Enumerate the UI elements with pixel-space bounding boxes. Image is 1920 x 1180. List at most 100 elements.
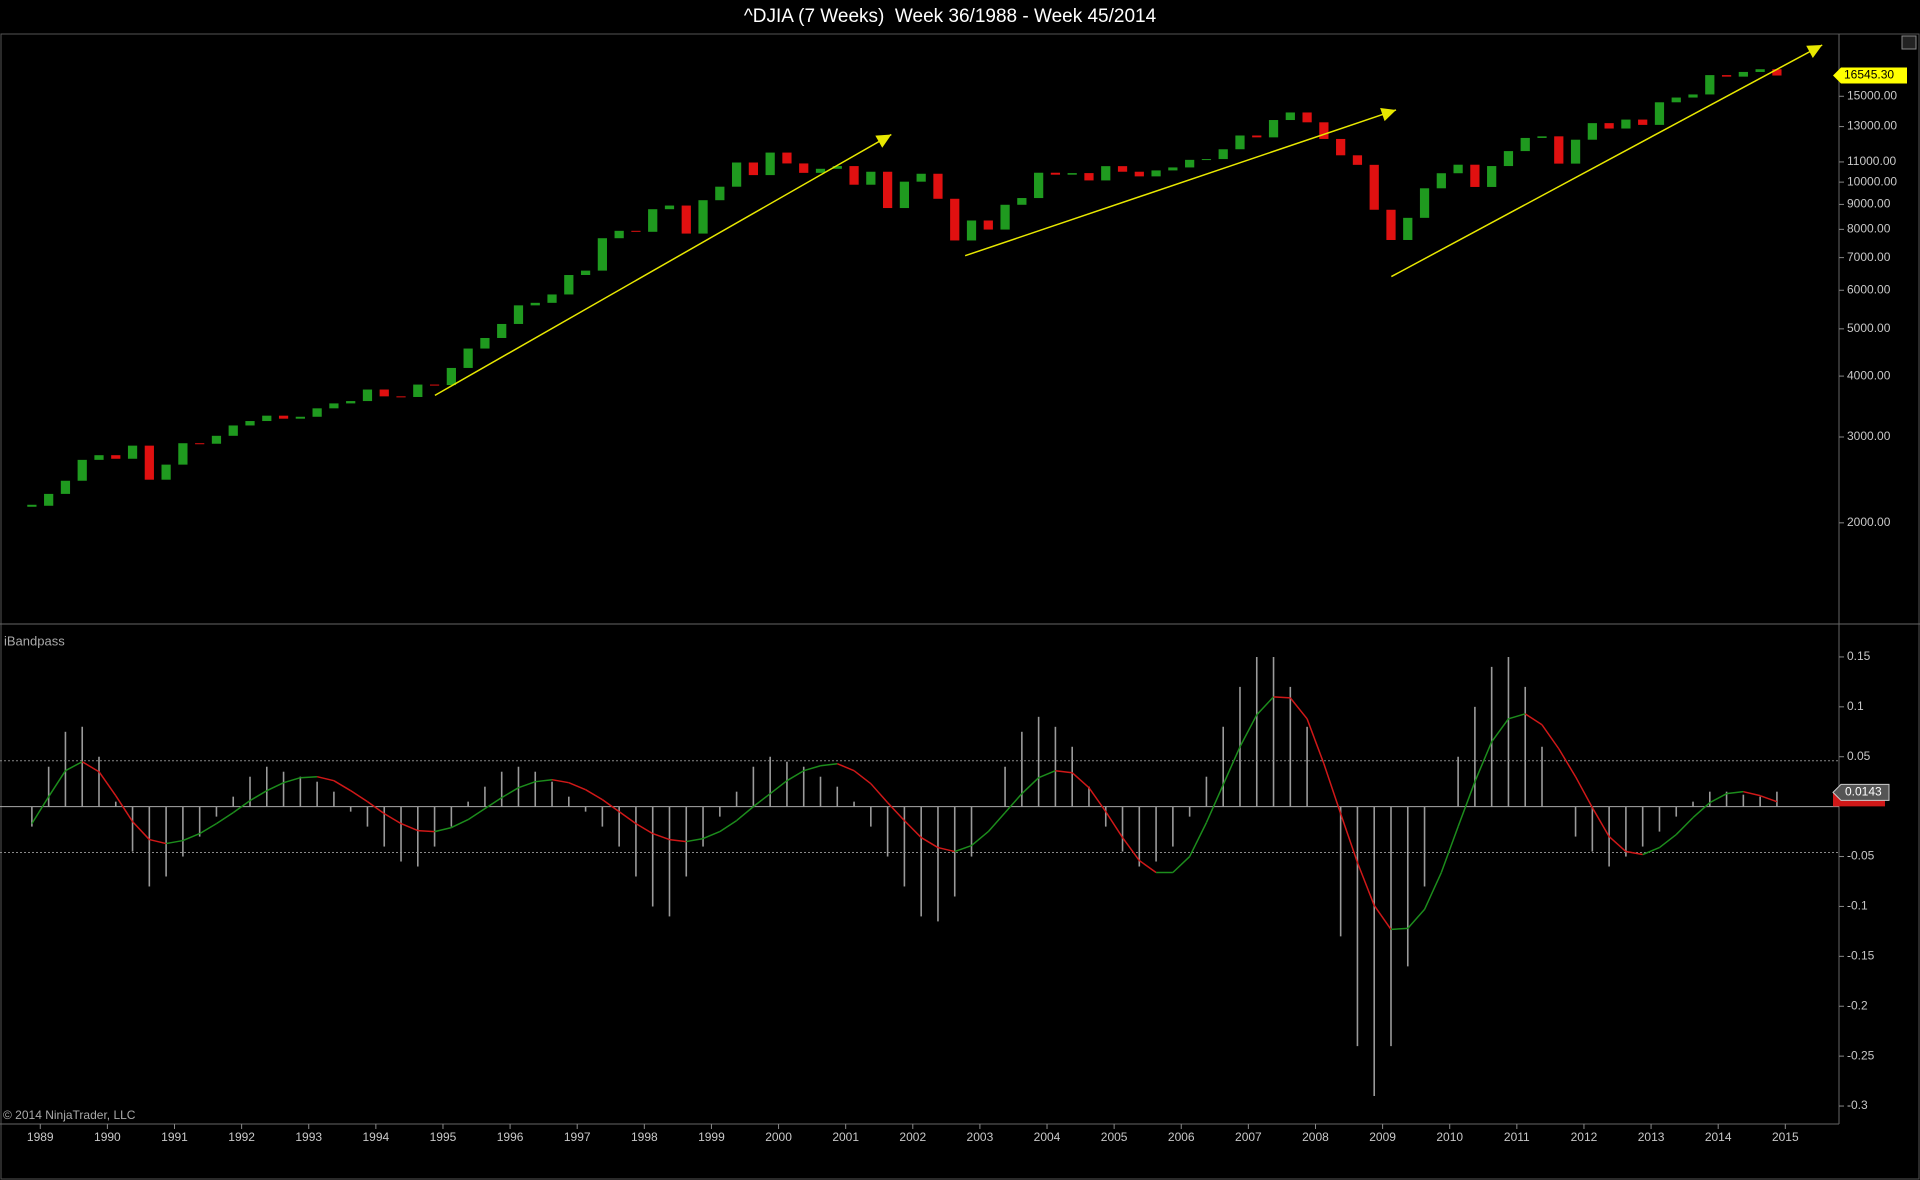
candle (799, 163, 809, 173)
bandpass-line (618, 811, 637, 825)
bandpass-line (266, 782, 284, 792)
candle (144, 445, 154, 480)
bandpass-line (1491, 718, 1510, 743)
bandpass-line (132, 821, 150, 841)
bandpass-line (769, 780, 788, 795)
candle (1470, 164, 1480, 187)
x-tick-label: 1996 (497, 1130, 524, 1144)
y-tick-label: 10000.00 (1847, 174, 1897, 188)
bandpass-line (652, 832, 670, 841)
bandpass-line (1273, 696, 1291, 699)
x-tick-label: 1995 (430, 1130, 457, 1144)
y-tick-label: 13000.00 (1847, 119, 1897, 133)
candle (1369, 164, 1379, 210)
candle (580, 270, 591, 276)
y-tick-label: 9000.00 (1847, 197, 1891, 211)
candle (513, 305, 524, 324)
x-tick-label: 1998 (631, 1130, 658, 1144)
bandpass-line (1339, 813, 1359, 863)
candle (1503, 151, 1514, 167)
x-tick-label: 2012 (1571, 1130, 1598, 1144)
bandpass-line (752, 793, 771, 808)
trend-arrow (1380, 107, 1397, 122)
bandpass-line (954, 844, 972, 853)
candle (815, 168, 826, 173)
bandpass-line (1306, 718, 1325, 764)
y-tick-label: 2000.00 (1847, 515, 1891, 529)
y-tick-label: 5000.00 (1847, 321, 1891, 335)
candle (1151, 170, 1161, 177)
x-tick-label: 2002 (899, 1130, 926, 1144)
candle (1084, 173, 1094, 181)
candle (195, 443, 205, 445)
bandpass-line (1138, 859, 1157, 874)
y-tick-label: 8000.00 (1847, 222, 1891, 236)
panel-button[interactable] (1901, 35, 1917, 50)
candle (648, 209, 658, 232)
candle (1487, 166, 1497, 187)
bandpass-line (1004, 793, 1023, 814)
y-tick-label: 3000.00 (1847, 429, 1891, 443)
candle (413, 384, 423, 397)
candle (480, 337, 490, 349)
bandpass-line (115, 795, 134, 823)
candle (44, 493, 54, 506)
bandpass-line (1055, 769, 1073, 774)
bandpass-line (1205, 784, 1224, 823)
candle (1352, 155, 1363, 165)
bandpass-line (1625, 850, 1643, 856)
bandpass-line (1692, 802, 1711, 819)
x-tick-label: 2005 (1101, 1130, 1128, 1144)
bandpass-line (1591, 807, 1610, 837)
x-tick-label: 2003 (967, 1130, 994, 1144)
frame (0, 33, 1920, 1180)
candle (446, 367, 456, 386)
candle (1604, 123, 1614, 129)
candle (664, 205, 675, 210)
candle (1671, 97, 1681, 103)
bandpass-line (1608, 836, 1627, 853)
bandpass-line (535, 778, 553, 783)
candle (614, 230, 624, 239)
bandpass-line (736, 806, 754, 822)
candle (1688, 94, 1698, 98)
bandpass-line (920, 836, 939, 849)
candle (362, 389, 373, 402)
x-tick-label: 1992 (228, 1130, 255, 1144)
candle (1252, 135, 1262, 138)
candle (1319, 122, 1329, 139)
candle (899, 181, 910, 209)
candle (933, 173, 943, 199)
candle (228, 425, 238, 436)
candle (1268, 120, 1279, 138)
bandpass-line (434, 826, 452, 833)
bandpass-line (1105, 811, 1124, 838)
y2-tick-label: 0.15 (1847, 649, 1871, 663)
bandpass-line (1541, 724, 1560, 750)
candle (1168, 167, 1178, 171)
bandpass-line (1021, 777, 1040, 795)
candle (1587, 123, 1597, 140)
bandpass-line (870, 783, 889, 804)
bandpass-line (786, 770, 805, 782)
candle (127, 445, 138, 459)
candle (1621, 119, 1631, 129)
candle (1453, 164, 1463, 174)
bandpass-line (1440, 826, 1459, 873)
bandpass-line (1726, 790, 1744, 795)
y2-tick-label: -0.3 (1847, 1098, 1868, 1112)
trend-arrow (875, 134, 892, 148)
bandpass-line (1524, 713, 1543, 726)
bandpass-line (451, 818, 469, 829)
bandpass-line (1558, 748, 1577, 778)
candle (1302, 112, 1312, 123)
bandpass-line (316, 775, 335, 782)
candle (278, 415, 289, 419)
candle (1755, 69, 1765, 72)
bandpass-line (182, 832, 200, 842)
bandpass-line (1423, 872, 1443, 910)
x-tick-label: 2009 (1369, 1130, 1396, 1144)
bandpass-line (971, 831, 989, 847)
bandpass-line (1743, 790, 1761, 797)
